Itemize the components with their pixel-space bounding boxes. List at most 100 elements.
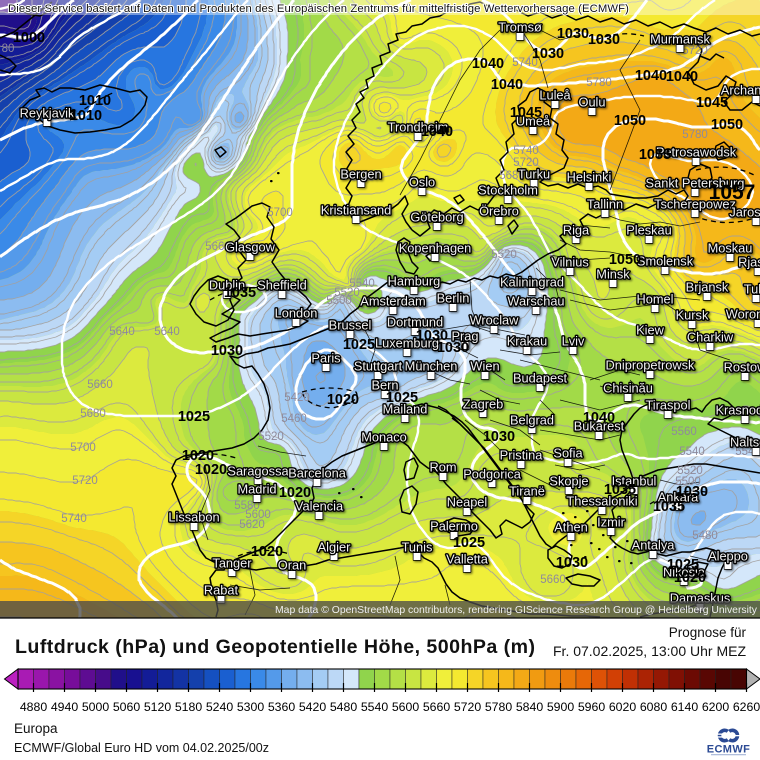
svg-text:Kiew: Kiew	[636, 323, 664, 338]
svg-text:Thessaloniki: Thessaloniki	[566, 494, 637, 509]
svg-text:4940: 4940	[51, 700, 79, 714]
svg-text:Izmir: Izmir	[597, 515, 625, 530]
svg-text:Europa: Europa	[14, 721, 58, 736]
svg-text:Kristiansand: Kristiansand	[321, 203, 391, 218]
svg-text:Minsk: Minsk	[596, 267, 630, 282]
svg-text:Podgorica: Podgorica	[463, 467, 522, 482]
svg-text:Sheffield: Sheffield	[257, 278, 307, 293]
svg-text:5520: 5520	[334, 287, 360, 299]
svg-text:80: 80	[2, 43, 15, 55]
svg-text:5720: 5720	[72, 475, 98, 487]
svg-text:5680: 5680	[499, 170, 525, 182]
svg-text:Lissabon: Lissabon	[168, 510, 219, 525]
svg-text:Valencia: Valencia	[295, 499, 344, 514]
svg-text:1030: 1030	[211, 343, 243, 359]
svg-text:Madrid: Madrid	[237, 482, 276, 497]
svg-text:Aleppo: Aleppo	[708, 549, 748, 564]
svg-text:ECMWF: ECMWF	[707, 744, 751, 756]
svg-text:5240: 5240	[206, 700, 234, 714]
svg-text:Turku: Turku	[518, 167, 550, 182]
svg-text:1030: 1030	[416, 328, 448, 344]
svg-text:Pleskau: Pleskau	[626, 223, 672, 238]
svg-text:5460: 5460	[281, 413, 307, 425]
svg-text:5520: 5520	[258, 431, 284, 443]
svg-text:Riga: Riga	[563, 223, 590, 238]
svg-text:Luxemburg: Luxemburg	[375, 336, 439, 351]
svg-text:Brjansk: Brjansk	[686, 280, 729, 295]
svg-text:Amsterdam: Amsterdam	[360, 294, 425, 309]
svg-text:Smolensk: Smolensk	[637, 254, 694, 269]
svg-text:5060: 5060	[113, 700, 141, 714]
svg-text:1025: 1025	[453, 535, 485, 551]
svg-text:Antalya: Antalya	[632, 538, 676, 553]
svg-text:1035: 1035	[653, 499, 685, 515]
svg-text:Umeå: Umeå	[516, 114, 551, 129]
svg-text:Dortmund: Dortmund	[387, 315, 443, 330]
svg-text:1040: 1040	[421, 124, 453, 140]
svg-text:Reykjavik: Reykjavik	[20, 106, 75, 121]
svg-text:1010: 1010	[79, 93, 111, 109]
svg-text:1030: 1030	[437, 340, 469, 356]
svg-text:Oulu: Oulu	[578, 95, 605, 110]
svg-text:1050: 1050	[609, 252, 641, 268]
svg-text:Brussel: Brussel	[329, 318, 372, 333]
svg-text:5580: 5580	[234, 500, 260, 512]
svg-text:Kaliningrad: Kaliningrad	[500, 275, 564, 290]
svg-text:Chisinău: Chisinău	[603, 381, 653, 396]
svg-text:Tallinn: Tallinn	[587, 197, 623, 212]
svg-text:6200: 6200	[702, 700, 730, 714]
svg-text:1030: 1030	[532, 46, 564, 62]
svg-text:5600: 5600	[245, 509, 271, 521]
svg-text:Palermo: Palermo	[430, 519, 478, 534]
svg-text:1040: 1040	[666, 69, 698, 85]
svg-text:1030: 1030	[557, 26, 589, 42]
svg-text:Tula: Tula	[744, 282, 760, 297]
svg-text:Helsinki: Helsinki	[567, 170, 612, 185]
svg-text:5520: 5520	[677, 465, 703, 477]
svg-text:5540: 5540	[679, 446, 705, 458]
svg-text:München: München	[405, 359, 458, 374]
svg-text:5660: 5660	[423, 700, 451, 714]
svg-text:Tscherepowez: Tscherepowez	[654, 197, 736, 212]
svg-text:Krakau: Krakau	[507, 334, 548, 349]
svg-text:Tiranë: Tiranë	[509, 484, 545, 499]
svg-text:5660: 5660	[540, 574, 566, 586]
svg-text:Petrosawodsk: Petrosawodsk	[656, 145, 737, 160]
svg-text:Oslo: Oslo	[409, 175, 435, 190]
svg-text:Oran: Oran	[278, 558, 306, 573]
svg-text:Bergen: Bergen	[340, 167, 381, 182]
svg-text:Dieser Service basiert auf Dat: Dieser Service basiert auf Daten und Pro…	[8, 3, 629, 15]
svg-text:1040: 1040	[472, 56, 504, 72]
svg-text:Rostow: Rostow	[724, 360, 760, 375]
svg-text:5780: 5780	[485, 700, 513, 714]
svg-text:5180: 5180	[175, 700, 203, 714]
svg-text:5660: 5660	[205, 241, 231, 253]
svg-text:5360: 5360	[268, 700, 296, 714]
svg-text:1020: 1020	[251, 544, 283, 560]
svg-text:Kursk: Kursk	[676, 308, 709, 323]
svg-text:Rabat: Rabat	[204, 583, 239, 598]
svg-text:Monaco: Monaco	[361, 430, 407, 445]
svg-text:Pristina: Pristina	[500, 448, 544, 463]
svg-text:1020: 1020	[195, 462, 227, 478]
svg-text:Prognose für: Prognose für	[669, 625, 747, 640]
svg-text:6140: 6140	[671, 700, 699, 714]
svg-text:Göteborg: Göteborg	[410, 210, 463, 225]
svg-text:5740: 5740	[512, 57, 538, 69]
svg-text:1035: 1035	[604, 482, 636, 498]
svg-text:Budapest: Budapest	[513, 371, 568, 386]
svg-text:Zagreb: Zagreb	[463, 397, 504, 412]
svg-text:5420: 5420	[284, 392, 310, 404]
svg-text:1045: 1045	[510, 105, 542, 121]
svg-text:Hamburg: Hamburg	[388, 274, 441, 289]
svg-text:5480: 5480	[692, 530, 718, 542]
svg-text:5700: 5700	[70, 442, 96, 454]
svg-text:5000: 5000	[82, 700, 110, 714]
svg-text:5840: 5840	[516, 700, 544, 714]
svg-text:Belgrad: Belgrad	[510, 413, 554, 428]
svg-text:5480: 5480	[330, 700, 358, 714]
svg-text:Fr. 07.02.2025, 13:00 Uhr MEZ: Fr. 07.02.2025, 13:00 Uhr MEZ	[553, 643, 746, 659]
svg-text:5640: 5640	[109, 326, 135, 338]
svg-text:Prag: Prag	[451, 329, 478, 344]
svg-text:Moskau: Moskau	[708, 241, 753, 256]
